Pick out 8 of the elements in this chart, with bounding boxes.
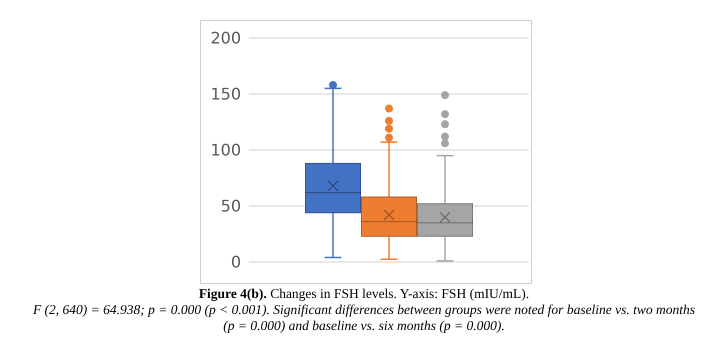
caption: Figure 4(b). <box>198 286 267 301</box>
y-tick-label: 100 <box>210 140 241 160</box>
text: Changes in FSH levels. Y-axis: FSH (mIU/mL). <box>269 286 530 301</box>
y-tick-label: 200 <box>210 28 241 48</box>
y-tick-label: 150 <box>210 84 241 104</box>
text: F (2, 640) = 64.938; p = 0.000 (p < 0.001). Significant differences between groups were noted for baseline vs. two months (p = 0.000) and baseline vs. six months (p = 0.000). <box>32 302 696 334</box>
y-tick-label: 0 <box>230 252 241 272</box>
y-tick-label: 50 <box>220 196 241 216</box>
